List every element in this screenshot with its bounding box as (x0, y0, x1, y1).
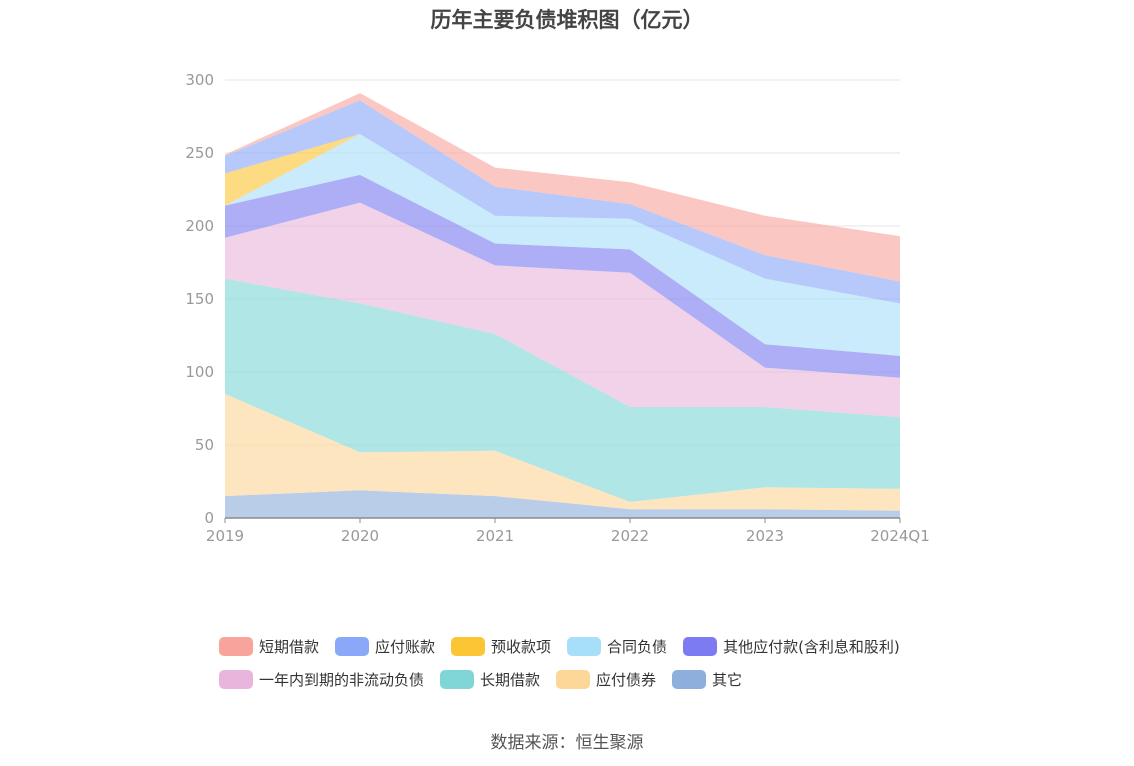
legend-label: 合同负债 (607, 638, 668, 656)
legend-item[interactable]: 长期借款 (440, 669, 540, 690)
x-tick-label: 2024Q1 (870, 527, 930, 545)
legend-item[interactable]: 短期借款 (219, 636, 319, 657)
data-source: 数据来源：恒生聚源 (490, 733, 644, 753)
legend-label: 应付债券 (596, 671, 657, 689)
y-tick-label: 300 (185, 71, 214, 89)
legend-swatch (683, 637, 718, 656)
area-series (225, 100, 900, 304)
legend-item[interactable]: 其他应付款(含利息和股利) (683, 636, 900, 657)
area-series (225, 134, 900, 356)
legend-swatch (672, 670, 707, 689)
legend-item[interactable]: 应付债券 (556, 669, 656, 690)
x-tick-label: 2023 (746, 527, 784, 545)
stacked-area-chart: 0 50 100 150 200 250 300 2019 2020 2021 2022 2023 20… (185, 71, 930, 545)
y-tick-label: 200 (185, 217, 214, 235)
legend-swatch (219, 637, 253, 656)
area-series (225, 93, 900, 282)
x-tick-label: 2019 (206, 527, 244, 545)
legend-item[interactable]: 合同负债 (567, 636, 667, 657)
legend-item[interactable]: 其它 (672, 669, 742, 690)
chart-title: 历年主要负债堆积图（亿元） (430, 8, 704, 32)
legend-swatch (556, 670, 591, 689)
area-series (225, 202, 900, 418)
y-tick-label: 150 (185, 290, 214, 308)
legend-item[interactable]: 一年内到期的非流动负债 (219, 669, 424, 690)
legend-label: 其它 (712, 671, 743, 689)
y-tick-label: 0 (204, 509, 214, 527)
area-series (225, 490, 900, 518)
area-series (225, 393, 900, 511)
y-tick-label: 100 (185, 363, 214, 381)
legend-item[interactable]: 应付账款 (335, 636, 435, 657)
x-tick-label: 2022 (611, 527, 649, 545)
x-tick-label: 2020 (341, 527, 379, 545)
legend-label: 长期借款 (480, 671, 541, 689)
y-tick-label: 250 (185, 144, 214, 162)
legend-row: 短期借款 应付账款 预收款项 合同负债 其他应付款(含利息和股利) (219, 630, 939, 663)
y-tick-label: 50 (195, 436, 214, 454)
legend-row: 一年内到期的非流动负债 长期借款 应付债券 其它 (219, 663, 939, 696)
legend-label: 其他应付款(含利息和股利) (723, 638, 900, 656)
legend-swatch (451, 637, 486, 656)
x-tick-label: 2021 (476, 527, 514, 545)
legend-swatch (219, 670, 253, 689)
legend-label: 一年内到期的非流动负债 (259, 671, 425, 689)
area-series (225, 278, 900, 502)
legend-label: 预收款项 (491, 638, 552, 656)
legend-label: 应付账款 (375, 638, 436, 656)
area-series (225, 174, 900, 378)
legend-label: 短期借款 (259, 638, 320, 656)
legend-swatch (567, 637, 602, 656)
legend: 短期借款 应付账款 预收款项 合同负债 其他应付款(含利息和股利) 一年内到期的非流动负… (219, 630, 939, 696)
legend-item[interactable]: 预收款项 (451, 636, 551, 657)
legend-swatch (335, 637, 370, 656)
legend-swatch (440, 670, 475, 689)
